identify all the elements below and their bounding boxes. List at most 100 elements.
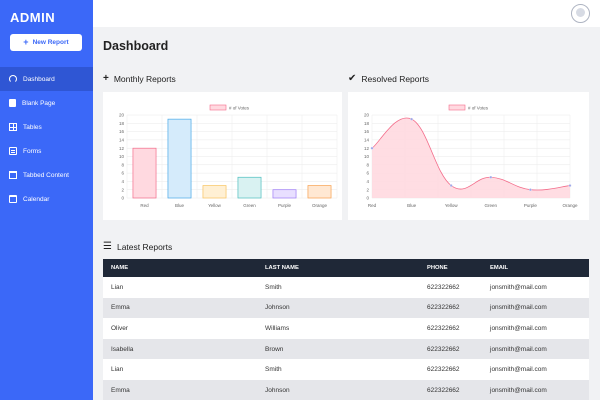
column-header: NAME — [103, 259, 265, 277]
sidebar-item-label: Blank Page — [22, 99, 56, 107]
table-icon — [9, 123, 17, 131]
latest-reports-table: NAME LAST NAME PHONE EMAIL Lian Smith 62… — [103, 259, 589, 400]
x-tick-label: Orange — [312, 203, 328, 208]
x-tick-label: Green — [485, 203, 498, 208]
top-bar — [93, 0, 600, 27]
series-line — [371, 117, 571, 191]
data-point — [410, 117, 414, 121]
x-tick-label: Blue — [407, 203, 417, 208]
sidebar-item-tabbed-content[interactable]: Tabbed Content — [0, 163, 93, 187]
sidebar-item-calendar[interactable]: Calendar — [0, 187, 93, 211]
table-cell: Williams — [265, 318, 427, 339]
table-row[interactable]: Oliver Williams 622322662 jonsmith@mail.… — [103, 318, 589, 339]
table-cell: jonsmith@mail.com — [490, 359, 589, 380]
chart-legend[interactable]: # of Votes — [448, 104, 489, 111]
new-report-label: New Report — [32, 39, 69, 46]
sidebar-item-label: Dashboard — [23, 75, 55, 83]
sidebar-item-label: Forms — [23, 147, 42, 155]
y-tick-label: 2 — [121, 187, 124, 192]
y-tick-label: 6 — [366, 171, 369, 176]
bar — [307, 185, 332, 199]
x-tick-label: Purple — [278, 203, 292, 208]
x-tick-label: Yellow — [445, 203, 459, 208]
tabs-icon — [9, 171, 17, 179]
table-cell: Smith — [265, 359, 427, 380]
dashboard-icon — [9, 75, 17, 83]
y-tick-label: 16 — [119, 129, 125, 134]
forms-icon — [9, 147, 17, 155]
y-tick-label: 2 — [366, 187, 369, 192]
bar — [202, 185, 227, 199]
table-cell: 622322662 — [427, 379, 490, 400]
table-cell: Emma — [103, 297, 265, 319]
table-row[interactable]: Isabella Brown 622322662 jonsmith@mail.c… — [103, 338, 589, 360]
y-tick-label: 0 — [366, 196, 369, 201]
new-report-button[interactable]: + New Report — [10, 34, 82, 51]
column-header: LAST NAME — [265, 259, 427, 277]
table-cell: jonsmith@mail.com — [490, 338, 589, 360]
table-row[interactable]: Emma Johnson 622322662 jonsmith@mail.com — [103, 297, 589, 319]
y-tick-label: 10 — [119, 154, 125, 159]
table-cell: 622322662 — [427, 359, 490, 380]
sidebar: ADMIN + New Report Dashboard Blank Page … — [0, 0, 93, 400]
sidebar-item-blank-page[interactable]: Blank Page — [0, 91, 93, 115]
bar — [237, 176, 262, 199]
bar — [272, 189, 297, 199]
chart-legend[interactable]: # of Votes — [209, 104, 250, 111]
y-tick-label: 20 — [119, 113, 125, 118]
sidebar-item-tables[interactable]: Tables — [0, 115, 93, 139]
sidebar-item-label: Calendar — [23, 195, 50, 203]
table-cell: Oliver — [103, 318, 265, 339]
table-cell: Lian — [103, 277, 265, 298]
x-tick-label: Yellow — [208, 203, 222, 208]
y-tick-label: 14 — [364, 138, 370, 143]
y-tick-label: 14 — [119, 138, 125, 143]
data-point — [528, 188, 532, 192]
table-cell: 622322662 — [427, 338, 490, 360]
data-point — [370, 146, 374, 150]
y-tick-label: 10 — [364, 154, 370, 159]
table-cell: Johnson — [265, 297, 427, 319]
bar — [132, 147, 157, 199]
latest-reports-title: ☰ Latest Reports — [103, 242, 172, 253]
table-cell: Smith — [265, 277, 427, 298]
data-point — [449, 184, 453, 187]
resolved-reports-area-chart: # of Votes 0 2 4 6 8 10 12 14 16 18 20 Red Blue Yellow… — [364, 104, 578, 208]
plus-icon: + — [23, 37, 29, 47]
table-header-row: NAME LAST NAME PHONE EMAIL — [103, 259, 589, 277]
sidebar-nav: Dashboard Blank Page Tables Forms Tabbed… — [0, 67, 93, 211]
y-tick-label: 8 — [121, 162, 124, 167]
table-row[interactable]: Emma Johnson 622322662 jonsmith@mail.com — [103, 379, 589, 400]
legend-swatch — [448, 104, 466, 111]
y-tick-label: 0 — [121, 196, 124, 201]
sidebar-item-forms[interactable]: Forms — [0, 139, 93, 163]
table-cell: Emma — [103, 379, 265, 400]
table-cell: Isabella — [103, 338, 265, 360]
check-icon: ✔ — [348, 73, 357, 84]
table-cell: 622322662 — [427, 277, 490, 298]
bar — [167, 118, 192, 199]
sidebar-item-label: Tabbed Content — [23, 171, 69, 179]
y-tick-label: 18 — [364, 121, 370, 126]
table-cell: jonsmith@mail.com — [490, 297, 589, 319]
brand-title: ADMIN — [10, 10, 56, 25]
data-point — [489, 175, 493, 179]
table-cell: jonsmith@mail.com — [490, 379, 589, 400]
table-cell: 622322662 — [427, 297, 490, 319]
table-cell: jonsmith@mail.com — [490, 318, 589, 339]
calendar-icon — [9, 195, 17, 203]
avatar-icon[interactable] — [571, 4, 590, 23]
sidebar-item-dashboard[interactable]: Dashboard — [0, 67, 93, 91]
table-row[interactable]: Lian Smith 622322662 jonsmith@mail.com — [103, 359, 589, 380]
x-tick-label: Red — [140, 203, 149, 208]
x-tick-label: Blue — [175, 203, 185, 208]
table-row[interactable]: Lian Smith 622322662 jonsmith@mail.com — [103, 277, 589, 298]
table-cell: Johnson — [265, 379, 427, 400]
table-cell: Brown — [265, 338, 427, 360]
x-tick-label: Orange — [562, 203, 578, 208]
sidebar-item-label: Tables — [23, 123, 42, 131]
table-cell: jonsmith@mail.com — [490, 277, 589, 298]
x-tick-label: Red — [368, 203, 377, 208]
y-tick-label: 20 — [364, 113, 370, 118]
table-cell: Lian — [103, 359, 265, 380]
